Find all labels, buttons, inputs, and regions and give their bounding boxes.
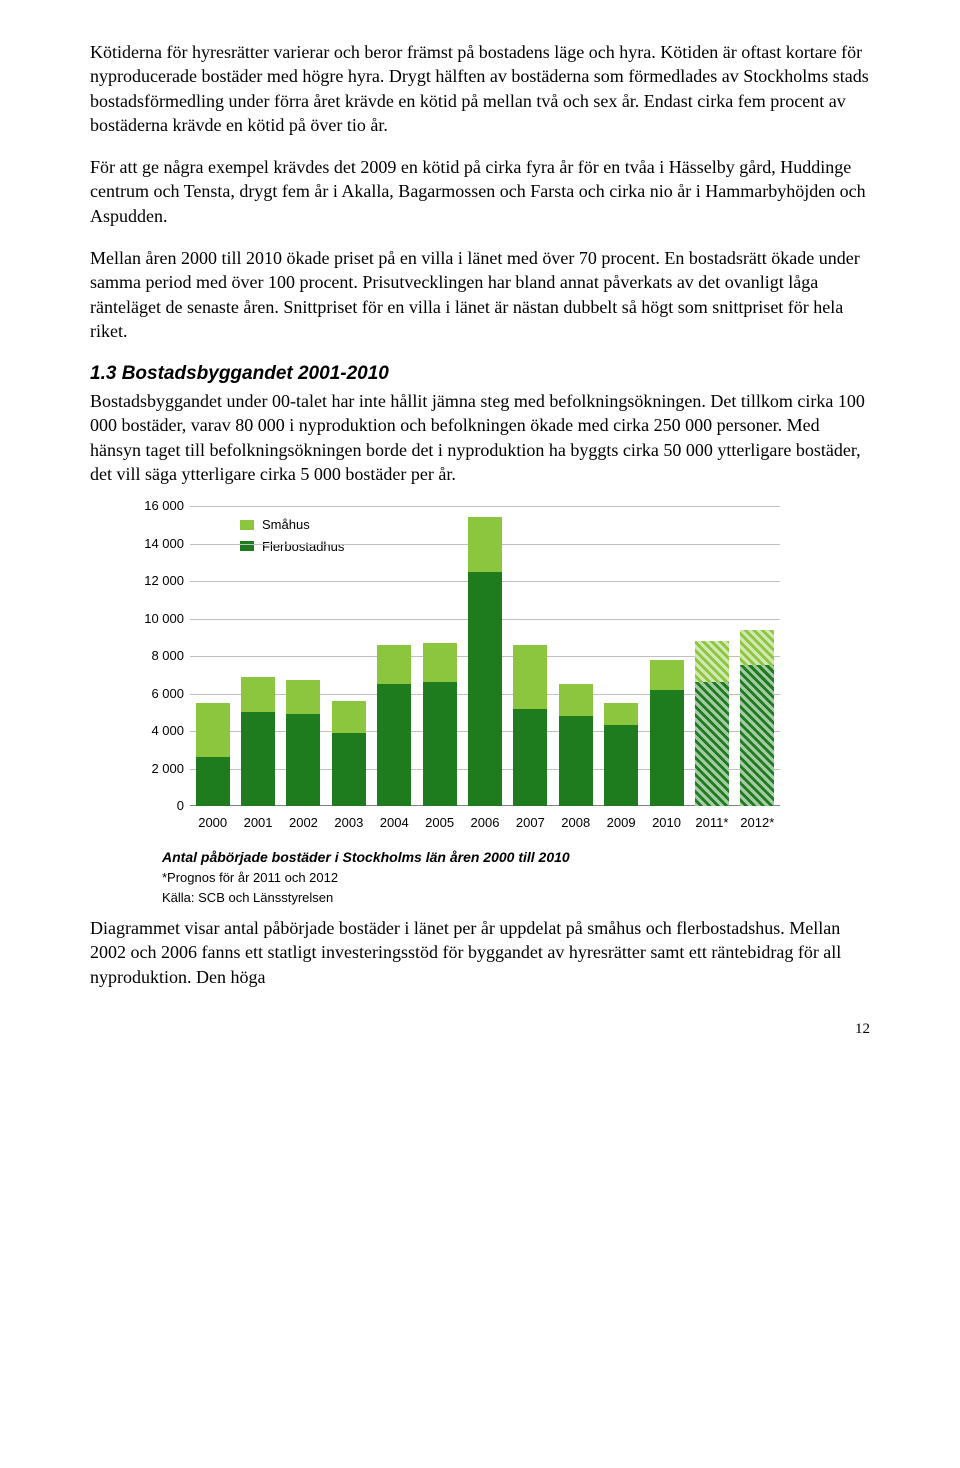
bar-segment-smahus (332, 701, 366, 733)
x-axis-tick-label: 2010 (645, 814, 689, 832)
bar-column (468, 517, 502, 806)
bar-segment-smahus (559, 684, 593, 716)
y-axis-tick-label: 0 (130, 797, 184, 815)
x-axis-tick-label: 2004 (372, 814, 416, 832)
chart-caption: Antal påbörjade bostäder i Stockholms lä… (162, 848, 870, 906)
bar-segment-flerbostad (423, 682, 457, 806)
chart-caption-note: *Prognos för år 2011 och 2012 (162, 869, 870, 887)
legend-item: Flerbostadhus (240, 538, 344, 556)
x-axis-tick-label: 2002 (281, 814, 325, 832)
y-axis-tick-label: 6 000 (130, 685, 184, 703)
x-axis-tick-label: 2005 (418, 814, 462, 832)
bar-segment-flerbostad (377, 684, 411, 806)
bar-column (286, 680, 320, 806)
body-paragraph: Kötiderna för hyresrätter varierar och b… (90, 40, 870, 137)
bar-segment-smahus (423, 643, 457, 682)
chart-plot-area: Småhus Flerbostadhus 02 0004 0006 0008 0… (130, 506, 780, 806)
chart-legend: Småhus Flerbostadhus (240, 516, 344, 559)
bar-segment-smahus (650, 660, 684, 690)
bar-segment-smahus (241, 677, 275, 713)
y-axis-tick-label: 4 000 (130, 722, 184, 740)
body-paragraph: Bostadsbyggandet under 00-talet har inte… (90, 389, 870, 486)
bar-segment-smahus (604, 703, 638, 726)
housing-chart: Småhus Flerbostadhus 0 2 000 4 000 6 000 8 0… (130, 506, 870, 906)
bar-column (559, 684, 593, 806)
chart-caption-source: Källa: SCB och Länsstyrelsen (162, 889, 870, 907)
bar-column (740, 630, 774, 806)
bar-column (241, 677, 275, 806)
bar-column (695, 641, 729, 806)
chart-caption-title: Antal påbörjade bostäder i Stockholms lä… (162, 848, 870, 867)
bar-segment-flerbostad (513, 709, 547, 807)
y-axis-tick-label: 14 000 (130, 535, 184, 553)
bar-segment-flerbostad (604, 725, 638, 806)
bar-segment-flerbostad (559, 716, 593, 806)
y-axis-tick-label: 2 000 (130, 760, 184, 778)
y-axis-tick-label: 8 000 (130, 647, 184, 665)
legend-swatch-smahus (240, 520, 254, 530)
bar-segment-smahus (740, 630, 774, 666)
bar-segment-flerbostad (468, 572, 502, 806)
legend-label: Småhus (262, 516, 310, 534)
bar-segment-flerbostad (286, 714, 320, 806)
bar-segment-smahus (513, 645, 547, 709)
x-axis-tick-label: 2007 (508, 814, 552, 832)
section-heading: 1.3 Bostadsbyggandet 2001-2010 (90, 361, 870, 387)
x-axis-tick-label: 2011* (690, 814, 734, 832)
y-axis-tick-label: 12 000 (130, 572, 184, 590)
bar-column (196, 703, 230, 806)
bar-segment-smahus (377, 645, 411, 684)
gridline (190, 506, 780, 507)
bar-column (650, 660, 684, 806)
x-axis-tick-label: 2006 (463, 814, 507, 832)
x-axis-tick-label: 2008 (554, 814, 598, 832)
body-paragraph: För att ge några exempel krävdes det 200… (90, 155, 870, 228)
bar-segment-smahus (286, 680, 320, 714)
legend-label: Flerbostadhus (262, 538, 344, 556)
x-axis-tick-label: 2003 (327, 814, 371, 832)
bar-column (604, 703, 638, 806)
bar-segment-smahus (196, 703, 230, 757)
bar-segment-flerbostad (196, 757, 230, 806)
y-axis-tick-label: 16 000 (130, 497, 184, 515)
bar-segment-flerbostad (740, 665, 774, 806)
x-axis-tick-label: 2009 (599, 814, 643, 832)
bar-column (423, 643, 457, 806)
bar-segment-flerbostad (650, 690, 684, 806)
body-paragraph: Mellan åren 2000 till 2010 ökade priset … (90, 246, 870, 343)
y-axis-tick-label: 10 000 (130, 610, 184, 628)
bar-column (377, 645, 411, 806)
bar-segment-smahus (468, 517, 502, 571)
x-axis-tick-label: 2001 (236, 814, 280, 832)
bar-column (513, 645, 547, 806)
x-axis-tick-label: 2000 (191, 814, 235, 832)
legend-item: Småhus (240, 516, 344, 534)
body-paragraph: Diagrammet visar antal påbörjade bostäde… (90, 916, 870, 989)
bar-segment-smahus (695, 641, 729, 682)
bar-column (332, 701, 366, 806)
page-number: 12 (90, 1019, 870, 1039)
x-axis-tick-label: 2012* (735, 814, 779, 832)
bar-segment-flerbostad (332, 733, 366, 806)
bar-segment-flerbostad (695, 682, 729, 806)
bar-segment-flerbostad (241, 712, 275, 806)
